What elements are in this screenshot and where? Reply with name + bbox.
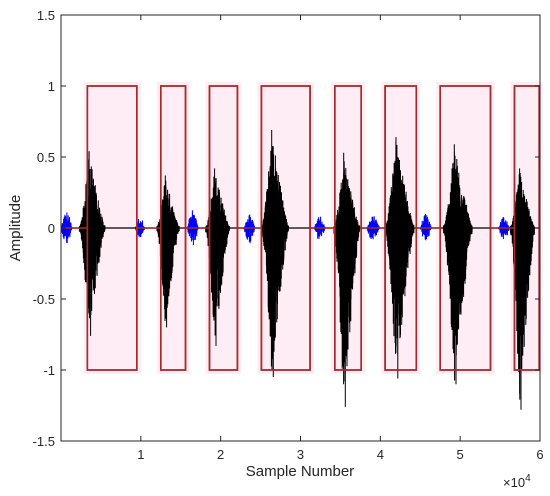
segment-box-7 <box>439 85 492 371</box>
x-exponent: ×104 <box>503 473 531 490</box>
segment-box-4 <box>260 85 311 371</box>
x-exponent-power: 4 <box>525 473 531 484</box>
y-tick-label: 0 <box>48 221 55 236</box>
y-tick-label: -1.5 <box>33 434 55 449</box>
noise-burst-3 <box>186 210 199 246</box>
x-tick-label: 4 <box>377 447 384 462</box>
x-tick-label: 6 <box>536 447 543 462</box>
x-tick-label: 2 <box>217 447 224 462</box>
x-tick-label: 3 <box>297 447 304 462</box>
y-tick-label: -1 <box>43 363 55 378</box>
speech-burst-4 <box>260 130 289 378</box>
segment-box-3 <box>208 85 239 371</box>
x-exponent-base: ×10 <box>503 475 525 490</box>
speech-burst-7 <box>442 144 473 385</box>
x-tick-label: 1 <box>137 447 144 462</box>
y-ticks: 1.5 1 0.5 0 -0.5 -1 -1.5 <box>33 8 540 449</box>
y-tick-label: 0.5 <box>37 150 55 165</box>
y-tick-label: -0.5 <box>33 292 55 307</box>
x-tick-label: 5 <box>457 447 464 462</box>
noise-burst-7 <box>419 213 432 241</box>
speech-burst-5 <box>333 152 361 407</box>
speech-burst-1 <box>78 151 106 336</box>
noise-burst-6 <box>366 216 380 240</box>
noise-burst-4 <box>243 214 256 244</box>
segment-box-5 <box>334 85 362 371</box>
segment-box-6 <box>384 85 418 371</box>
x-ticks: 1 2 3 4 5 6 <box>137 15 544 462</box>
noise-burst-8 <box>498 217 511 240</box>
y-axis-label: Amplitude <box>7 195 24 262</box>
segment-box-1 <box>86 85 138 371</box>
y-tick-label: 1 <box>48 79 55 94</box>
speech-burst-6 <box>384 137 415 379</box>
x-axis-label: Sample Number <box>246 463 354 480</box>
segment-box-2 <box>159 85 187 371</box>
segment-box-layer <box>61 85 541 371</box>
y-tick-label: 1.5 <box>37 8 55 23</box>
